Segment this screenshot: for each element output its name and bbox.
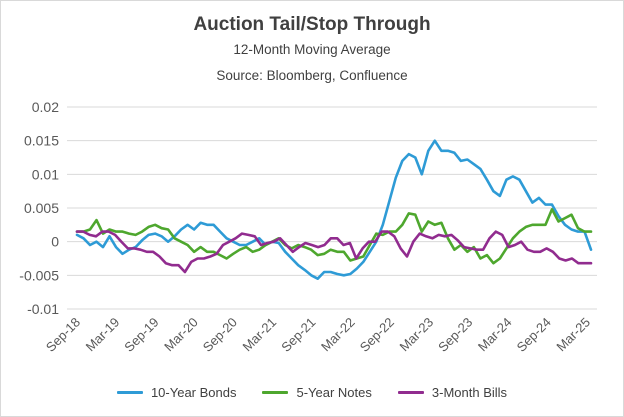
x-tick-label: Mar-21 (240, 315, 280, 355)
legend-label-10-year-bonds: 10-Year Bonds (150, 385, 237, 400)
x-tick-label: Sep-19 (121, 315, 161, 355)
legend: 10-Year Bonds 5-Year Notes 3-Month Bills (1, 385, 623, 400)
legend-swatch-5-year-notes (262, 391, 289, 394)
y-tick-label: 0.01 (32, 166, 59, 182)
series-line-3-month-bills (75, 230, 593, 274)
legend-label-3-month-bills: 3-Month Bills (431, 385, 508, 400)
x-tick-label: Sep-20 (200, 315, 240, 355)
legend-item-5-year-notes: 5-Year Notes (262, 385, 372, 400)
legend-label-5-year-notes: 5-Year Notes (296, 385, 372, 400)
y-tick-label: 0.005 (24, 200, 59, 216)
series-line-5-year-notes (75, 208, 593, 265)
x-tick-label: Sep-24 (514, 315, 554, 355)
x-tick-label: Sep-22 (357, 315, 397, 355)
x-tick-label: Mar-24 (475, 315, 515, 355)
x-tick-label: Mar-19 (83, 315, 123, 355)
legend-swatch-10-year-bonds (116, 391, 143, 394)
x-tick-label: Mar-20 (161, 315, 201, 355)
y-tick-label: 0.02 (32, 99, 59, 115)
x-tick-label: Sep-23 (435, 315, 475, 355)
x-tick-label: Sep-18 (43, 315, 83, 355)
x-tick-label: Mar-22 (318, 315, 358, 355)
y-tick-label: -0.01 (27, 301, 59, 317)
chart-title: Auction Tail/Stop Through (193, 14, 431, 35)
x-tick-label: Mar-25 (553, 315, 593, 355)
chart-subtitle: 12-Month Moving Average (233, 42, 391, 57)
series-line-10-year-bonds (75, 139, 593, 281)
y-tick-label: -0.005 (19, 267, 59, 283)
y-tick-label: 0.015 (24, 133, 59, 149)
legend-item-3-month-bills: 3-Month Bills (397, 385, 508, 400)
x-tick-label: Sep-21 (278, 315, 318, 355)
chart-source: Source: Bloomberg, Confluence (216, 68, 408, 83)
x-tick-label: Mar-23 (396, 315, 436, 355)
y-tick-label: 0 (51, 234, 59, 250)
legend-swatch-3-month-bills (397, 391, 424, 394)
legend-item-10-year-bonds: 10-Year Bonds (116, 385, 237, 400)
